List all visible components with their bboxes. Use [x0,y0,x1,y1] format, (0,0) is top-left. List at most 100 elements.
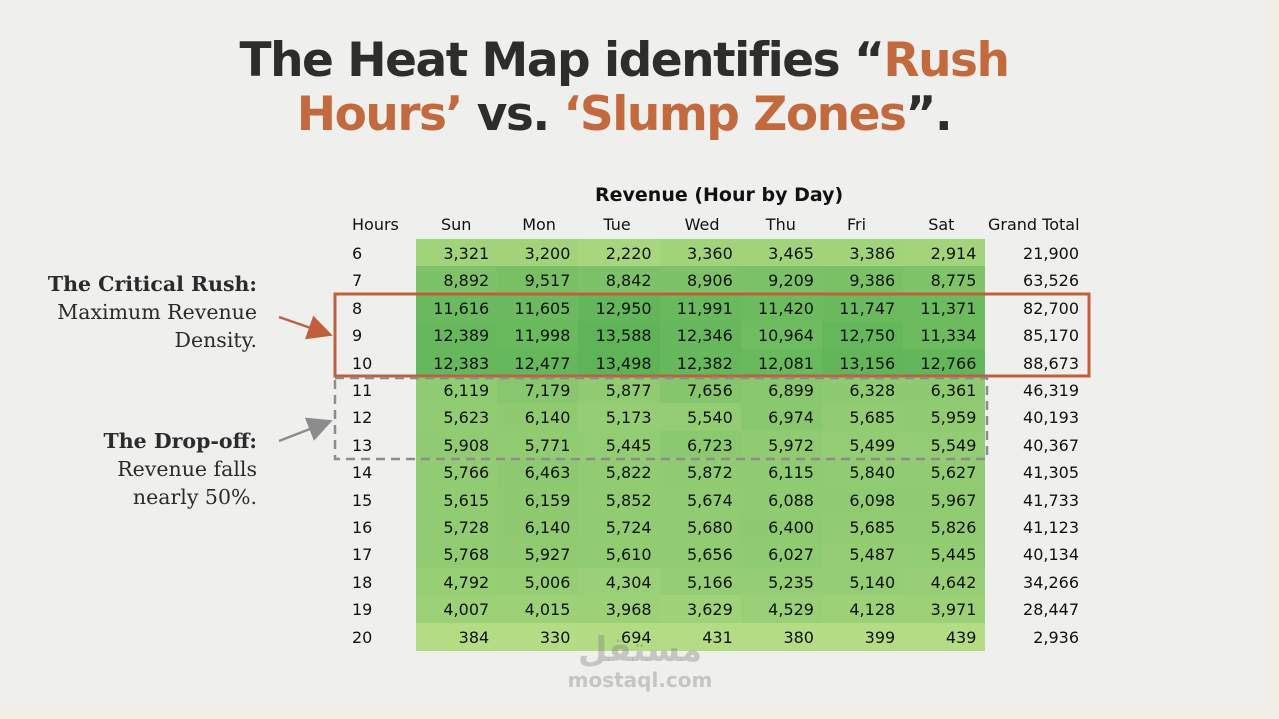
heatmap-cell-value: 11,605 [514,298,571,318]
title-accent-rush: Rush [883,33,1010,88]
heatmap-cell-value: 2,914 [930,244,977,263]
heatmap-cell [903,348,985,377]
annotation-dropoff-title: The Drop-off: [103,429,258,453]
heatmap-cell-value: 5,615 [443,490,490,510]
row-hour-label: 13 [352,435,373,455]
heatmap-cell [822,266,904,295]
heatmap-cell [416,348,498,377]
heatmap-cell-value: 694 [621,627,652,647]
row-hour-label: 19 [352,600,373,620]
heatmap-cell-value: 13,156 [839,353,896,373]
row-grand-total: 63,526 [1023,271,1079,291]
heatmap-cell-value: 5,235 [768,572,814,592]
heatmap-cell [903,485,985,514]
heatmap-cell-value: 431 [702,627,733,647]
heatmap-cell [740,376,823,404]
heatmap-cell [659,595,742,624]
slide: The Heat Map identifies “Rush Hours’ vs.… [47,33,1091,692]
heatmap-cell [578,513,661,541]
annotation-overlay [278,292,1091,461]
heatmap-cell [740,239,823,267]
row-hour-label: 14 [352,463,373,483]
heatmap-cell [740,540,823,569]
heatmap-cell [822,403,904,432]
row-hour-label: 12 [352,408,373,428]
heatmap-cell [740,458,823,487]
heatmap-cell [578,239,661,267]
heatmap-cell [659,540,742,569]
heatmap-cell [659,376,742,404]
heatmap-cell [497,239,579,267]
watermark: مستقل mostaql.com [560,632,720,692]
heatmap-cell [903,458,985,487]
heatmap-cell [416,595,498,624]
annotation-rush-line-1: Maximum Revenue [57,300,257,324]
heatmap-cell-value: 5,173 [605,408,652,428]
heatmap-cell [497,430,579,459]
heatmap-cell-value: 12,081 [758,353,814,373]
heatmap-cell [903,293,985,322]
heatmap-cell-value: 6,119 [443,381,490,400]
heatmap-cell-value: 6,159 [524,490,571,510]
heatmap-cell-value: 330 [539,627,571,647]
heatmap-cell-value: 5,445 [930,545,977,565]
annotation-rush-line-2: Density. [174,328,257,352]
column-header-tue: Tue [603,215,631,234]
heatmap-cell-value: 3,321 [443,244,490,263]
row-grand-total: 88,673 [1023,353,1079,373]
heatmap-cell-value: 5,610 [605,545,652,565]
heatmap-cell-value: 6,115 [768,463,814,483]
heatmap-cell-value: 5,728 [443,518,490,537]
column-header-wed: Wed [684,215,720,234]
heatmap-cell [822,321,904,350]
heatmap-cell-value: 5,166 [686,572,733,592]
heatmap-cell [903,567,985,596]
heatmap-cell-value: 4,529 [768,600,814,620]
rush-highlight-box [333,292,1091,378]
heatmap-cell [578,458,661,487]
heatmap-cell [822,458,904,487]
heatmap-cell [822,622,904,651]
heatmap-cell-value: 5,872 [686,463,733,483]
heatmap-cell [578,567,661,596]
heatmap-cell-value: 11,747 [839,298,896,318]
heatmap-cell [578,595,661,624]
heatmap-cell-value: 8,775 [930,271,977,291]
row-hour-label: 17 [352,545,373,565]
heatmap-cell [740,430,823,459]
heatmap-cell [822,376,904,404]
heatmap-cell [659,239,742,267]
heatmap-cell [822,595,904,624]
row-hour-label: 10 [352,353,373,373]
heatmap-cell [416,458,498,487]
row-grand-total: 82,700 [1023,298,1079,318]
heatmap-cell [578,348,661,377]
heatmap-cell-value: 3,968 [605,600,652,620]
heatmap-cell [416,239,498,267]
heatmap-cell-value: 6,723 [686,435,733,455]
heatmap-cell [497,595,579,624]
heatmap-cell [822,485,904,514]
heatmap-cell [578,403,661,432]
heatmap-cell [740,622,823,651]
heatmap-cell [416,567,498,596]
heatmap-cell-value: 384 [458,627,490,647]
heatmap-cell [497,376,579,404]
heatmap-cell [416,293,498,322]
heatmap-cell [497,567,579,596]
annotation-critical-rush: The Critical Rush: Maximum Revenue Densi… [48,270,257,354]
heatmap-cell-value: 5,959 [930,408,977,428]
heatmap-cell [740,293,823,322]
heatmap-cell [740,348,823,377]
heatmap-cell [659,513,742,541]
heatmap-cell-value: 5,680 [686,518,733,537]
heatmap-cell [740,403,823,432]
heatmap-cell [497,266,579,295]
heatmap-cell-value: 6,361 [930,381,977,400]
heatmap-cell-value: 12,750 [839,326,896,346]
heatmap-cell [903,595,985,624]
heatmap-cell [822,239,904,267]
heatmap-cell-value: 6,400 [768,518,814,537]
column-header-mon: Mon [522,215,556,234]
heatmap-cell-value: 5,908 [443,435,490,455]
